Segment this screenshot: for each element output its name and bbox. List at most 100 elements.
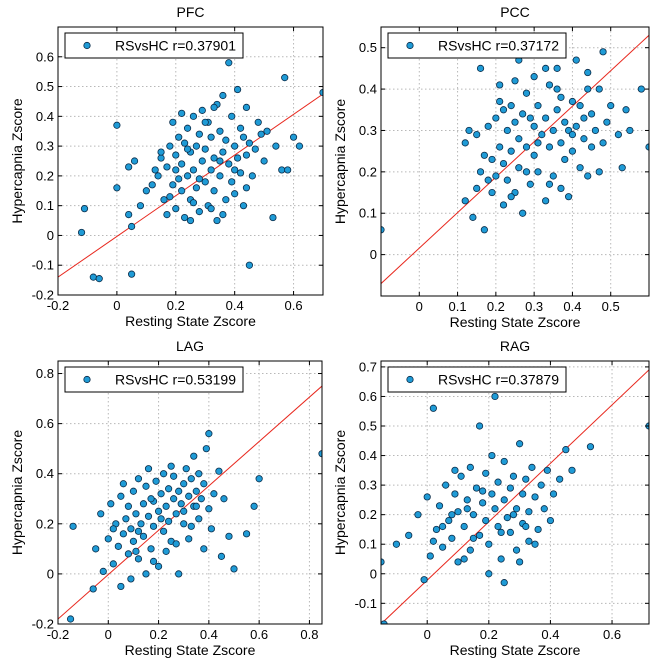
data-point xyxy=(160,470,168,478)
data-point xyxy=(519,209,527,217)
data-point xyxy=(496,81,504,89)
data-point xyxy=(435,502,444,510)
x-tick-label: 0 xyxy=(416,299,423,314)
data-point xyxy=(157,148,165,156)
data-point xyxy=(460,555,468,563)
data-point xyxy=(466,463,474,471)
data-point xyxy=(257,130,265,138)
data-point xyxy=(210,154,218,162)
data-point xyxy=(165,485,173,493)
data-point xyxy=(250,502,258,510)
data-point xyxy=(637,85,645,93)
y-tick-label: 0 xyxy=(47,228,54,243)
data-point xyxy=(263,127,271,135)
data-point xyxy=(507,147,515,155)
data-point xyxy=(139,532,148,540)
data-point xyxy=(572,122,580,130)
data-point xyxy=(507,193,515,201)
data-point xyxy=(549,172,557,180)
data-point xyxy=(381,226,385,234)
data-point xyxy=(461,197,469,205)
data-point xyxy=(195,175,203,183)
data-point xyxy=(130,157,139,165)
data-point xyxy=(561,118,569,126)
data-point xyxy=(543,466,551,474)
regression-line xyxy=(58,93,323,278)
y-tick-label: 0.4 xyxy=(36,109,54,124)
data-point xyxy=(187,475,195,483)
data-point xyxy=(439,543,447,551)
data-point xyxy=(113,121,121,129)
data-point xyxy=(245,139,253,147)
chart-panel-pcc: 0 0.1 0.2 0.3 0.4 0.5 0 0.1 0.2 0.3 0.4 0.5 PCC Resti… xyxy=(332,4,650,330)
data-point xyxy=(162,547,170,555)
data-point xyxy=(189,112,198,120)
data-point xyxy=(220,495,228,503)
y-tick-label: 0.3 xyxy=(359,478,377,493)
data-point xyxy=(234,154,242,162)
data-point xyxy=(556,475,564,483)
data-point xyxy=(584,172,592,180)
data-point xyxy=(154,507,163,515)
data-point xyxy=(107,500,115,508)
data-point xyxy=(175,487,183,495)
x-tick-label: 0.4 xyxy=(563,299,581,314)
y-tick-label: 0.2 xyxy=(36,516,54,531)
x-axis-label: Resting State Zscore xyxy=(450,642,581,658)
data-point xyxy=(113,184,121,192)
y-tick-label: -0.1 xyxy=(355,596,377,611)
data-point xyxy=(553,64,561,72)
data-point xyxy=(568,131,577,139)
chart-panel-lag: -0.2 0 0.2 0.4 0.6 0.8 -0.2 0 0.2 0.4 0.6 0.8 LAG Res… xyxy=(9,338,323,658)
point-group xyxy=(381,44,649,234)
y-axis-label: Hypercapnia Zscore xyxy=(9,98,25,223)
axes-frame xyxy=(380,26,650,297)
data-point xyxy=(205,430,213,438)
x-tick-label: 0.2 xyxy=(150,627,168,642)
data-point xyxy=(506,484,514,492)
data-point xyxy=(546,516,555,525)
x-tick-label: 0 xyxy=(105,627,112,642)
data-point xyxy=(485,540,493,548)
data-point xyxy=(167,462,175,470)
data-point xyxy=(186,216,195,225)
data-point xyxy=(148,181,156,189)
x-axis-label: Resting State Zscore xyxy=(125,642,256,658)
data-point xyxy=(530,122,538,130)
data-point xyxy=(129,487,138,495)
data-point xyxy=(200,545,208,553)
data-point xyxy=(234,85,242,94)
data-point xyxy=(189,199,198,207)
data-point xyxy=(202,445,210,453)
data-point xyxy=(117,582,125,591)
data-point xyxy=(181,213,189,222)
y-tick-label: 0 xyxy=(370,247,377,262)
data-point xyxy=(519,110,527,118)
y-axis-label: Hypercapnia Zscore xyxy=(332,99,348,224)
x-tick-label: 0.5 xyxy=(602,299,620,314)
axes-frame xyxy=(380,360,650,625)
data-point xyxy=(190,452,198,460)
data-point xyxy=(562,446,570,454)
data-point xyxy=(482,516,490,525)
data-point xyxy=(488,490,496,498)
chart-panel-rag: 0 0.2 0.4 0.6 -0.1 0 0.1 0.2 0.3 0.4 0.5 0.6 0.7 RAG R… xyxy=(332,338,650,658)
data-point xyxy=(534,525,542,534)
data-point xyxy=(127,575,135,583)
data-point xyxy=(507,102,515,110)
data-point xyxy=(488,188,496,197)
data-point xyxy=(534,139,542,147)
data-point xyxy=(595,85,603,93)
x-tick-label: -0.2 xyxy=(47,298,69,313)
data-point xyxy=(160,196,168,204)
data-point xyxy=(134,527,143,535)
data-point xyxy=(213,216,221,225)
data-point xyxy=(175,133,183,141)
data-point xyxy=(225,532,233,540)
x-tick-label: 0 xyxy=(424,627,431,642)
y-tick-label: 0.6 xyxy=(36,49,54,64)
y-tick-label: 0.2 xyxy=(359,164,377,179)
data-point xyxy=(526,114,534,122)
data-point xyxy=(480,226,488,234)
